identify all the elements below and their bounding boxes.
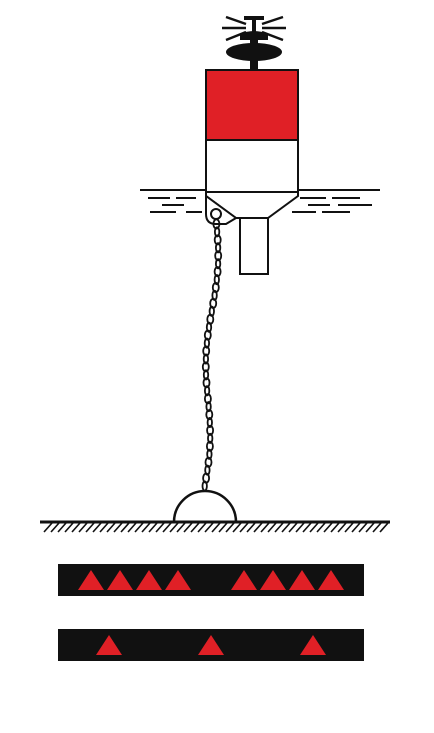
chain-link (213, 274, 220, 286)
chain-link (205, 409, 214, 421)
light-icon (222, 15, 286, 70)
chain-link (203, 337, 210, 349)
buoy-white-band (205, 139, 299, 193)
chain-link (207, 432, 214, 444)
chain-link (204, 385, 211, 397)
chain-link (206, 416, 213, 428)
triangle-mark (318, 570, 344, 590)
chain-link (201, 361, 210, 373)
chain-link (202, 345, 211, 357)
triangle-mark (165, 570, 191, 590)
sinker (172, 489, 238, 523)
chain-link (203, 393, 212, 405)
triangle-mark (260, 570, 286, 590)
buoy-red-band (205, 69, 299, 141)
triangle-mark (107, 570, 133, 590)
triangle-mark (136, 570, 162, 590)
buoy-counterweight-tube (239, 217, 269, 275)
chain-link (212, 218, 221, 230)
chain-link (215, 242, 222, 254)
chain-link (206, 448, 213, 460)
chain-link (213, 234, 222, 246)
strip-four-triangle-groups (58, 564, 364, 596)
chain-link (202, 353, 209, 365)
water-surface (140, 189, 380, 213)
triangle-mark (78, 570, 104, 590)
chain-link (202, 377, 211, 389)
chain-link (202, 369, 210, 381)
chain-link (205, 440, 214, 452)
triangle-mark (289, 570, 315, 590)
chain-link (214, 226, 221, 238)
seabed (40, 520, 390, 533)
triangle-mark (300, 635, 326, 655)
chain-link (214, 250, 223, 262)
chain-link (205, 401, 212, 413)
strip-single-triangles (58, 629, 364, 661)
triangle-mark (198, 635, 224, 655)
triangle-mark (96, 635, 122, 655)
triangle-mark (231, 570, 257, 590)
chain-link (206, 424, 215, 436)
buoy-body (205, 69, 299, 275)
mooring-chain (201, 218, 223, 492)
chain-link (215, 258, 222, 270)
